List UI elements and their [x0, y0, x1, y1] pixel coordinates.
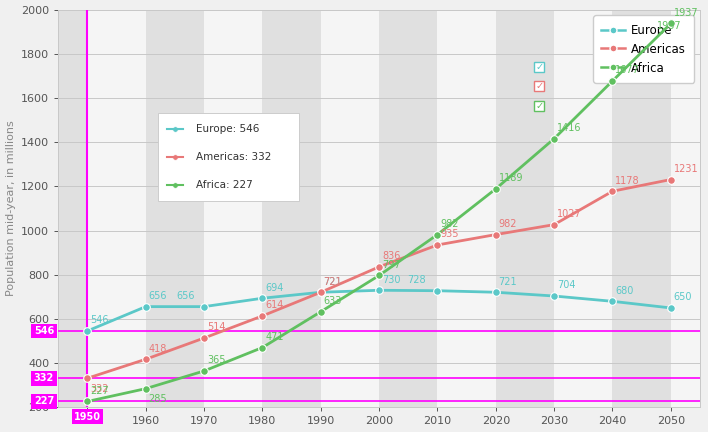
- Text: 721: 721: [324, 277, 342, 287]
- Bar: [146, 10, 204, 407]
- Text: 1189: 1189: [498, 173, 523, 183]
- Text: 656: 656: [149, 291, 167, 301]
- Text: 227: 227: [90, 386, 109, 396]
- Text: 332: 332: [34, 373, 54, 383]
- Text: 721: 721: [324, 277, 342, 287]
- Text: Africa: 227: Africa: 227: [196, 180, 253, 190]
- Bar: [496, 10, 554, 407]
- Text: 836: 836: [382, 251, 400, 261]
- Bar: [379, 10, 438, 407]
- Text: 614: 614: [266, 300, 284, 310]
- Text: 656: 656: [176, 291, 195, 301]
- Text: 1416: 1416: [557, 123, 581, 133]
- Text: 332: 332: [90, 384, 109, 394]
- Text: 1231: 1231: [673, 164, 698, 174]
- Text: 1937: 1937: [657, 21, 682, 31]
- Text: 633: 633: [324, 296, 342, 306]
- Text: 704: 704: [557, 280, 576, 290]
- Text: 365: 365: [207, 356, 225, 365]
- Bar: [204, 10, 263, 407]
- Text: 650: 650: [673, 292, 692, 302]
- Bar: [87, 10, 146, 407]
- Text: 471: 471: [266, 332, 284, 342]
- Bar: [263, 10, 321, 407]
- Text: 797: 797: [382, 260, 401, 270]
- Text: ✓: ✓: [535, 62, 544, 72]
- Text: 1027: 1027: [557, 209, 582, 219]
- Text: 721: 721: [498, 277, 518, 287]
- Bar: [58, 10, 87, 407]
- Text: 982: 982: [440, 219, 459, 229]
- Text: 728: 728: [407, 275, 426, 285]
- Text: 680: 680: [615, 286, 634, 296]
- Text: 285: 285: [149, 394, 167, 404]
- Text: 982: 982: [498, 219, 517, 229]
- Bar: [670, 10, 700, 407]
- Text: 227: 227: [34, 397, 54, 407]
- Text: ✓: ✓: [535, 81, 544, 92]
- Bar: [438, 10, 496, 407]
- Text: 418: 418: [149, 344, 167, 354]
- Text: 1937: 1937: [673, 8, 698, 18]
- Text: ✓: ✓: [535, 101, 544, 111]
- Text: 1950: 1950: [74, 412, 101, 422]
- Text: 1677: 1677: [615, 65, 640, 76]
- Text: Americas: 332: Americas: 332: [196, 152, 272, 162]
- Bar: [612, 10, 670, 407]
- Text: 546: 546: [90, 315, 109, 325]
- Text: Europe: 546: Europe: 546: [196, 124, 260, 134]
- FancyBboxPatch shape: [158, 113, 299, 200]
- Bar: [321, 10, 379, 407]
- Text: 546: 546: [34, 326, 54, 336]
- Text: 514: 514: [207, 322, 225, 333]
- Text: 730: 730: [382, 275, 401, 285]
- Text: 935: 935: [440, 229, 459, 239]
- Text: 1178: 1178: [615, 176, 640, 186]
- Y-axis label: Population mid-year, in millions: Population mid-year, in millions: [6, 121, 16, 296]
- Bar: [554, 10, 612, 407]
- Text: 694: 694: [266, 283, 284, 292]
- Legend: Europe, Americas, Africa: Europe, Americas, Africa: [593, 16, 694, 83]
